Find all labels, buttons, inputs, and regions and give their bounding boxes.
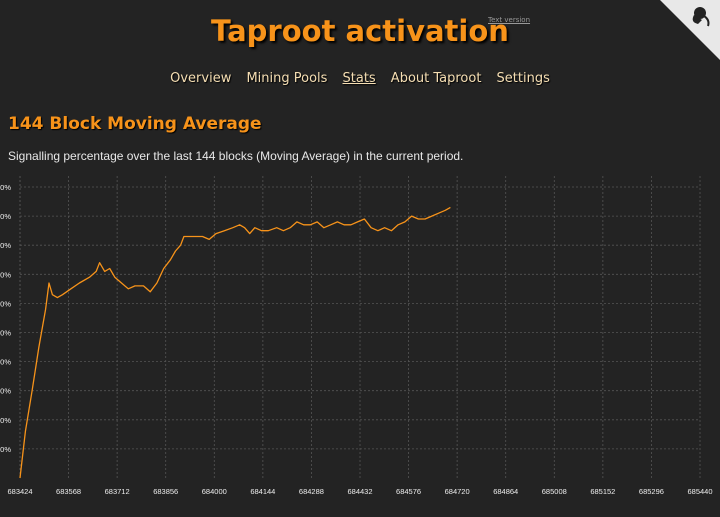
page-title: Taproot activation [211,14,509,48]
github-corner-icon[interactable] [660,0,720,60]
y-tick-label: 10% [0,445,11,454]
x-tick-label: 683424 [7,487,32,496]
moving-average-chart: 683424 683568 683712 683856 684000 684144 6842… [0,176,713,496]
nav-overview[interactable]: Overview [170,71,232,86]
x-tick-label: 685008 [542,487,567,496]
y-tick-label: 90% [0,212,11,221]
y-tick-label: 60% [0,299,11,308]
y-tick-label: 20% [0,416,11,425]
nav-mining-pools[interactable]: Mining Pools [246,71,328,86]
nav-settings[interactable]: Settings [496,71,550,86]
nav-about-taproot[interactable]: About Taproot [390,71,482,86]
text-version-link[interactable]: Text version [488,16,531,24]
x-tick-label: 685440 [687,487,712,496]
series-line [19,206,451,479]
x-tick-label: 684288 [299,487,324,496]
x-tick-label: 685296 [639,487,664,496]
x-tick-label: 683856 [153,487,178,496]
x-tick-label: 684144 [250,487,275,496]
y-tick-label: 70% [0,270,11,279]
x-tick-label: 684576 [396,487,421,496]
x-tick-label: 684000 [202,487,227,496]
chart-description: Signalling percentage over the last 144 … [8,149,464,163]
x-tick-label: 684432 [347,487,372,496]
x-tick-label: 685152 [590,487,615,496]
x-tick-label: 683568 [56,487,81,496]
x-tick-label: 684720 [445,487,470,496]
y-tick-label: 80% [0,241,11,250]
y-tick-label: 30% [0,387,11,396]
x-tick-label: 684864 [493,487,518,496]
y-tick-label: 40% [0,358,11,367]
y-tick-label: 50% [0,329,11,338]
main-nav: Overview Mining Pools Stats About Taproo… [0,67,720,86]
x-tick-label: 683712 [105,487,130,496]
section-heading: 144 Block Moving Average [8,114,262,134]
nav-stats[interactable]: Stats [342,71,376,86]
y-tick-label: 100% [0,183,11,192]
